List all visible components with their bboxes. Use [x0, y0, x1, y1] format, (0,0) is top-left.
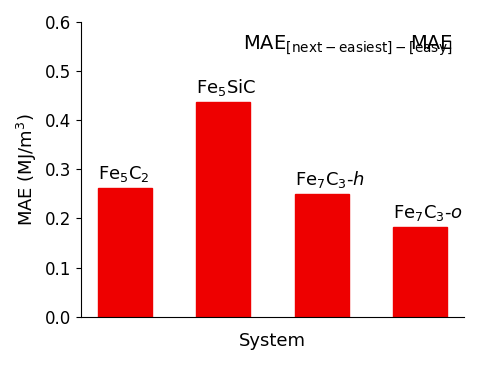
Text: MAE: MAE: [410, 34, 453, 53]
Bar: [393, 227, 447, 317]
Bar: [295, 194, 348, 317]
Y-axis label: MAE (MJ/m$^3$): MAE (MJ/m$^3$): [15, 113, 39, 226]
Text: Fe$_7$C$_3$-$o$: Fe$_7$C$_3$-$o$: [393, 203, 463, 223]
X-axis label: System: System: [239, 332, 306, 350]
Bar: [98, 188, 152, 317]
Text: MAE$_{\mathregular{[next-easiest]-[easy]}}$: MAE$_{\mathregular{[next-easiest]-[easy]…: [243, 34, 453, 58]
Bar: [196, 101, 251, 317]
Text: Fe$_5$SiC: Fe$_5$SiC: [196, 77, 256, 98]
Text: Fe$_7$C$_3$-$h$: Fe$_7$C$_3$-$h$: [295, 169, 365, 190]
Text: Fe$_5$C$_2$: Fe$_5$C$_2$: [98, 164, 150, 184]
